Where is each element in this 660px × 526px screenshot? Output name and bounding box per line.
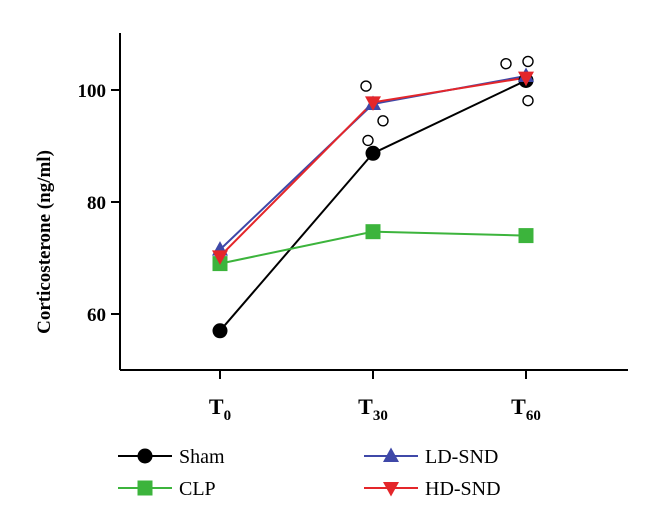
data-point-open-circle (522, 55, 534, 68)
axes (119, 33, 628, 371)
legend-label: CLP (179, 478, 216, 500)
legend-swatch-marker (383, 482, 399, 497)
legend-label: Sham (179, 446, 225, 468)
marker-clp (518, 228, 534, 244)
data-point-open-circle (500, 57, 512, 70)
legend-item-clp: CLP (118, 478, 216, 500)
series-markers (212, 67, 534, 339)
data-point-open-circle (377, 115, 389, 127)
legend-item-sham: Sham (118, 446, 225, 468)
legend-swatch-marker (137, 480, 153, 496)
marker-sham (212, 323, 228, 339)
marker-hd-snd (518, 71, 534, 87)
data-point-open-circle (362, 134, 374, 147)
y-tick-label: 80 (87, 193, 106, 214)
y-axis-title: Corticosterone (ng/ml) (34, 150, 55, 334)
data-point-open-circle (360, 80, 372, 92)
marker-hd-snd (365, 96, 381, 111)
x-tick-label: T0 (209, 394, 231, 424)
legend-swatch-marker (383, 447, 399, 462)
y-tick-label: 60 (87, 305, 106, 326)
x-tick-labels: T0 T30 T60 (209, 370, 541, 424)
y-ticks: 60 80 100 (78, 81, 120, 326)
legend: Sham CLP LD-SND HD-SND (118, 446, 501, 500)
x-tick-label: T30 (358, 394, 388, 424)
marker-clp (365, 224, 381, 240)
data-point-open-circle (522, 94, 534, 107)
legend-label: HD-SND (425, 478, 501, 500)
y-tick-label: 100 (78, 81, 107, 102)
legend-item-hd-snd: HD-SND (364, 478, 501, 500)
x-tick-label: T60 (511, 394, 541, 424)
legend-label: LD-SND (425, 446, 498, 468)
legend-swatch-marker (137, 448, 153, 464)
series-lines (219, 75, 527, 332)
individual-points (360, 55, 534, 147)
legend-item-ld-snd: LD-SND (364, 446, 498, 468)
marker-hd-snd (212, 250, 228, 265)
marker-sham (365, 145, 381, 161)
